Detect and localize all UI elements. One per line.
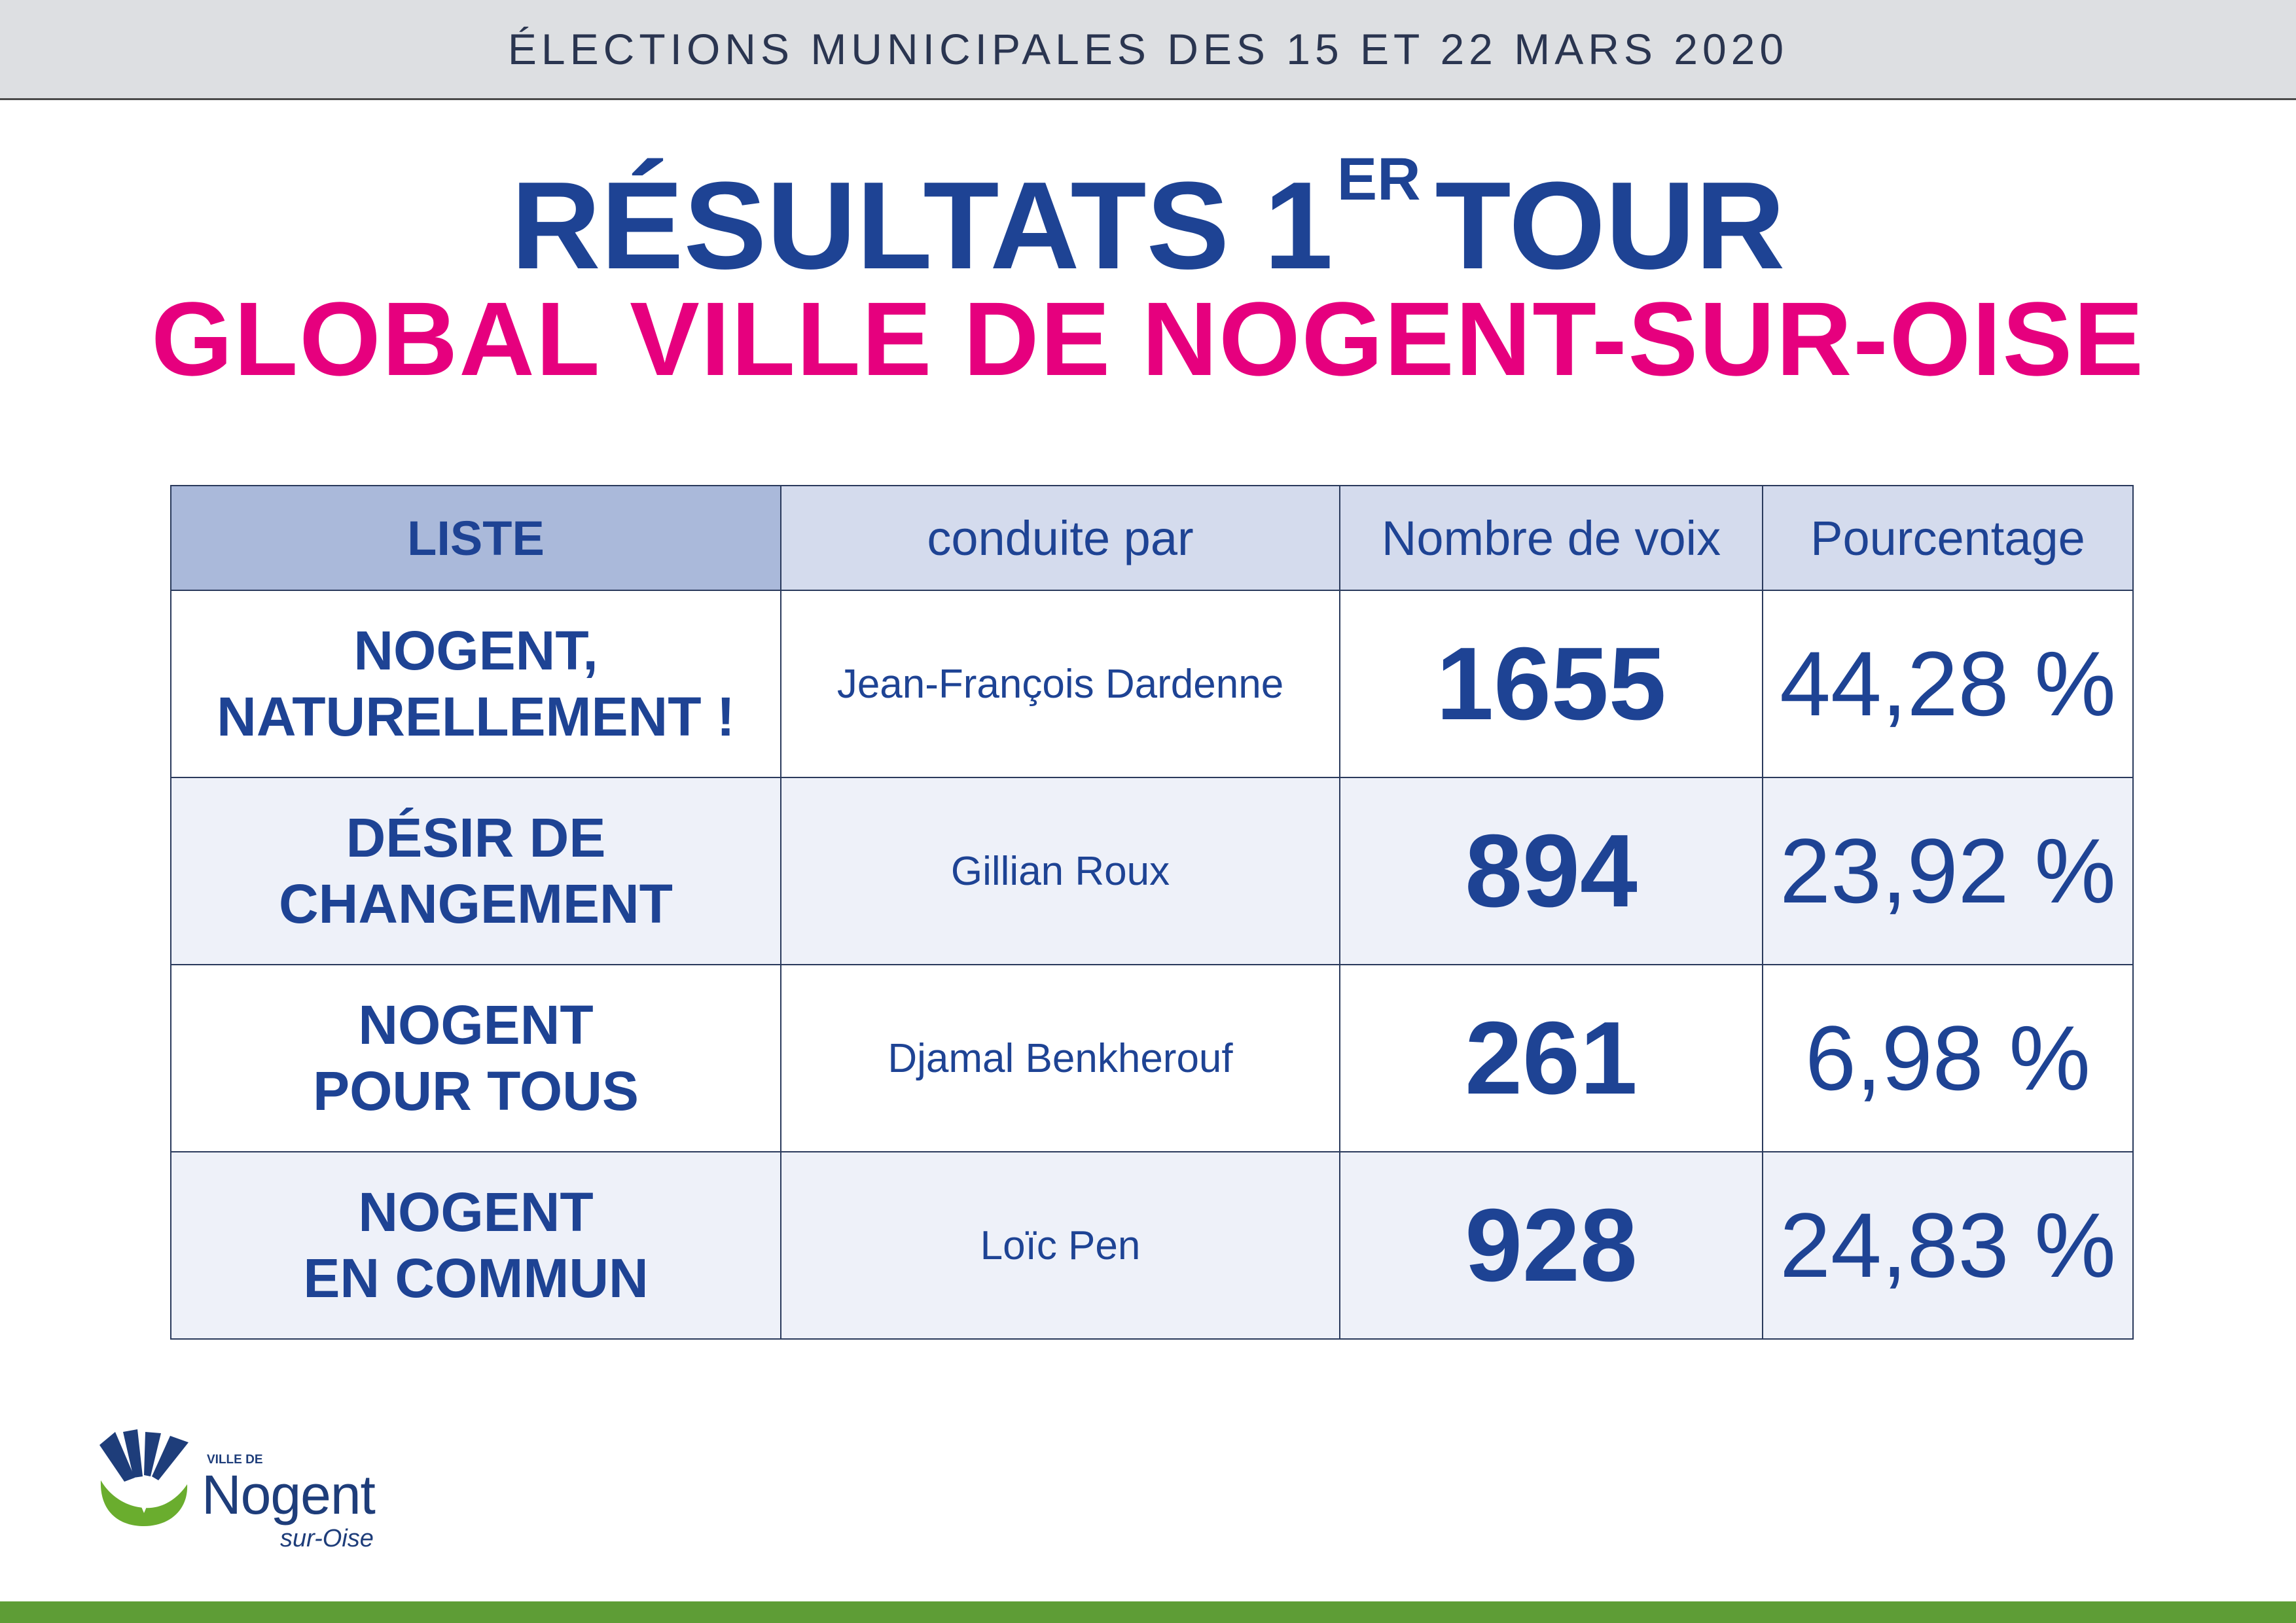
votes-cell: 1655 <box>1339 590 1763 778</box>
table-row: DÉSIR DE CHANGEMENT Gillian Roux 894 23,9… <box>170 777 2134 965</box>
table-header-row: LISTE conduite par Nombre de voix Pource… <box>170 485 2134 591</box>
votes-cell: 261 <box>1339 964 1763 1152</box>
liste-name-line2: NATURELLEMENT ! <box>217 686 735 747</box>
title-superscript: ER <box>1336 146 1421 213</box>
percentage-cell: 23,92 % <box>1762 777 2134 965</box>
logo-name: Nogent <box>202 1464 376 1525</box>
liste-name-cell: DÉSIR DE CHANGEMENT <box>170 777 781 965</box>
city-emblem-icon <box>99 1429 188 1526</box>
table-row: NOGENT EN COMMUN Loïc Pen 928 24,83 % <box>170 1151 2134 1340</box>
liste-name-line2: EN COMMUN <box>303 1247 649 1309</box>
votes-cell: 928 <box>1339 1151 1763 1340</box>
results-table: LISTE conduite par Nombre de voix Pource… <box>170 485 2134 1340</box>
footer-bar <box>0 1601 2296 1623</box>
logo-suffix: sur-Oise <box>280 1525 374 1552</box>
election-title: ÉLECTIONS MUNICIPALES DES 15 ET 22 MARS … <box>507 25 1789 73</box>
percentage-cell: 6,98 % <box>1762 964 2134 1152</box>
percentage-cell: 44,28 % <box>1762 590 2134 778</box>
leader-cell: Loïc Pen <box>780 1151 1340 1340</box>
leader-cell: Djamal Benkherouf <box>780 964 1340 1152</box>
leader-cell: Gillian Roux <box>780 777 1340 965</box>
election-header-bar: ÉLECTIONS MUNICIPALES DES 15 ET 22 MARS … <box>0 0 2296 100</box>
liste-name-cell: NOGENT EN COMMUN <box>170 1151 781 1340</box>
city-logo: VILLE DE Nogent sur-Oise <box>97 1427 398 1558</box>
table-row: NOGENT POUR TOUS Djamal Benkherouf 261 6,… <box>170 964 2134 1152</box>
liste-name-line1: NOGENT, <box>353 620 598 682</box>
leader-cell: Jean-François Dardenne <box>780 590 1340 778</box>
column-header-liste: LISTE <box>170 485 781 591</box>
logo-ville-de: VILLE DE <box>207 1453 263 1467</box>
liste-name-cell: NOGENT, NATURELLEMENT ! <box>170 590 781 778</box>
title-rest: TOUR <box>1435 156 1785 295</box>
table-row: NOGENT, NATURELLEMENT ! Jean-François Dar… <box>170 590 2134 778</box>
liste-name-line2: POUR TOUS <box>313 1060 639 1122</box>
page-title: RÉSULTATS 1ER TOUR <box>0 149 2296 288</box>
percentage-cell: 24,83 % <box>1762 1151 2134 1340</box>
page-subtitle: GLOBAL VILLE DE NOGENT-SUR-OISE <box>151 280 2145 397</box>
liste-name-cell: NOGENT POUR TOUS <box>170 964 781 1152</box>
column-header-percentage: Pourcentage <box>1762 485 2134 591</box>
votes-cell: 894 <box>1339 777 1763 965</box>
liste-name-line1: NOGENT <box>358 1181 594 1243</box>
liste-name-line1: NOGENT <box>358 994 594 1056</box>
liste-name-line1: DÉSIR DE <box>346 807 606 869</box>
column-header-votes: Nombre de voix <box>1339 485 1763 591</box>
column-header-leader: conduite par <box>780 485 1340 591</box>
title-main: RÉSULTATS 1 <box>511 156 1333 295</box>
liste-name-line2: CHANGEMENT <box>279 873 673 935</box>
